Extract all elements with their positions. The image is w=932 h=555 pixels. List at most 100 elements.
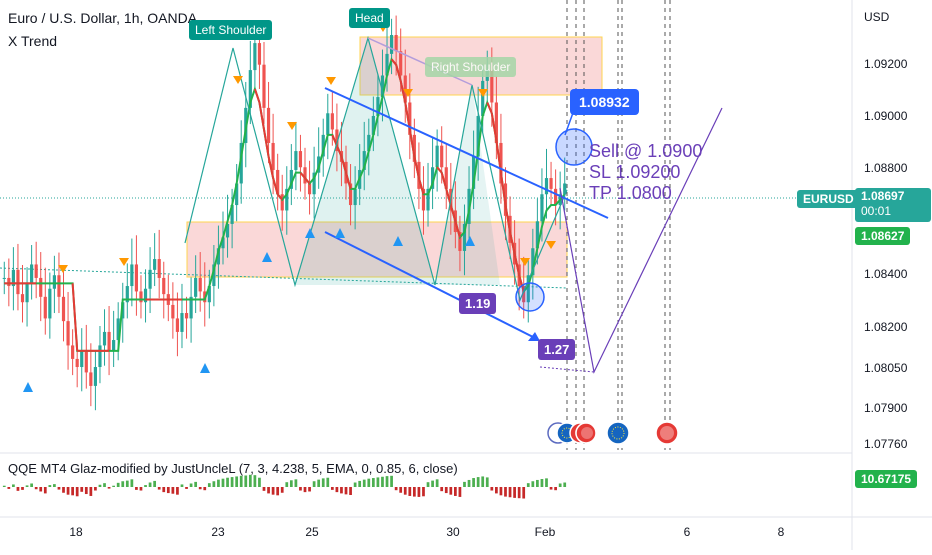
channel-lower[interactable] [324,231,536,339]
candle-bearish [39,277,43,297]
projected-path[interactable] [559,107,723,374]
time-tick: 8 [777,525,785,539]
candle-bearish [198,277,202,292]
candle-bullish [481,80,485,116]
candle-bullish [289,169,293,189]
qqe-bar-negative [344,487,348,495]
candle-bearish [307,183,312,195]
qqe-bar-positive [189,483,193,487]
x-trend-segment-bearish [404,102,411,130]
candle-bullish [321,134,325,157]
qqe-bar-negative [203,487,207,491]
qqe-bar-negative [349,487,352,495]
head-label[interactable]: Head [349,8,390,28]
candle-bearish [61,296,66,322]
trade-plan-note[interactable]: Sell @ 1.0900 SL 1.09200 TP 1.0800 [589,141,702,204]
pattern-fill-right [435,85,500,285]
candle-bullish [216,248,221,265]
currency-label: USD [864,10,890,24]
left-shoulder-label[interactable]: Left Shoulder [189,20,273,40]
x-trend-segment-bearish [499,172,507,206]
candle-bullish [153,259,157,270]
ratio-label[interactable]: 1.19 [459,293,497,314]
qqe-bar-positive [312,481,316,487]
qqe-indicator-name[interactable]: QQE MT4 Glaz-modified by JustUncleL (7, … [8,461,458,476]
x-trend-segment-bearish [490,113,498,141]
candle-bearish [107,331,111,351]
time-tick: 25 [305,525,319,539]
qqe-bar-negative [66,487,70,495]
candle-bearish [7,277,11,287]
right-shoulder-label[interactable]: Right Shoulder [425,57,517,77]
candle-bearish [348,183,353,206]
qqe-bar-positive [376,477,380,487]
qqe-bar-positive [358,480,362,487]
qqe-bar-negative [440,487,444,492]
channel-upper[interactable] [324,87,609,219]
x-trend-segment-bearish [272,177,279,195]
qqe-bar-positive [125,480,129,487]
qqe-bar-positive [540,479,544,487]
x-trend-segment-bearish [263,129,270,157]
candle-bearish [139,291,143,303]
x-trend-segment-bearish [299,172,306,179]
qqe-bar-positive [536,479,539,487]
price-callout[interactable]: 1.08932 [570,89,639,115]
qqe-bar-positive [426,482,430,487]
candle-bearish [271,142,275,170]
time-tick: 18 [69,525,83,539]
ratio-label[interactable]: 1.27 [538,339,576,360]
qqe-bar-negative [522,487,526,499]
candle-bullish [189,296,193,319]
chart-title[interactable]: Euro / U.S. Dollar, 1h, OANDA [8,10,198,26]
qqe-bar-negative [198,487,202,490]
qqe-bar-positive [248,474,252,487]
candle-bullish [52,275,56,289]
qqe-bar-positive [476,477,480,487]
qqe-bar-positive [390,475,393,487]
candle-bullish [362,151,366,170]
projection-dotted [539,366,595,373]
qqe-bar-negative [458,487,462,497]
time-tick: Feb [534,525,556,539]
entry-circle[interactable] [555,128,593,166]
indicator-name-xtrend[interactable]: X Trend [8,33,58,49]
sell-entry-text: Sell @ 1.0900 [589,141,703,161]
hs-pattern-line[interactable] [184,35,568,302]
qqe-bar-positive [25,485,29,487]
x-trend-segment-bearish [504,204,512,233]
qqe-bar-negative [394,487,398,491]
candle-bearish [66,321,70,346]
qqe-bar-negative [449,487,453,495]
symbol-tag: EURUSD [797,190,860,208]
candle-bearish [71,345,75,359]
price-tick: 1.08800 [864,161,908,175]
candle-bearish [89,372,93,386]
candle-bearish [134,264,139,292]
take-profit-text: TP 1.0800 [589,183,672,203]
qqe-bar-positive [485,477,489,487]
candle-bullish [285,188,289,211]
qqe-bar-positive [226,477,229,487]
qqe-bar-positive [212,481,216,487]
stop-loss-text: SL 1.09200 [589,162,681,182]
buy-zone[interactable] [186,221,568,278]
candle-bearish [75,358,79,368]
qqe-bar-negative [16,487,20,491]
candle-bullish [380,75,385,98]
event-flags[interactable] [547,421,679,445]
neckline[interactable] [0,267,568,289]
qqe-bar-negative [504,487,507,497]
x-trend-segment-bearish [335,145,343,157]
candle-bullish [93,367,98,386]
x-trend-segment-bearish [518,274,525,292]
qqe-bar-negative [139,487,143,491]
candle-bearish [421,188,426,211]
head-to-right-shoulder-line [367,37,473,86]
qqe-bar-negative [271,487,275,495]
low-circle[interactable] [515,282,545,312]
qqe-bar-negative [508,487,512,498]
time-tick: 30 [446,525,460,539]
